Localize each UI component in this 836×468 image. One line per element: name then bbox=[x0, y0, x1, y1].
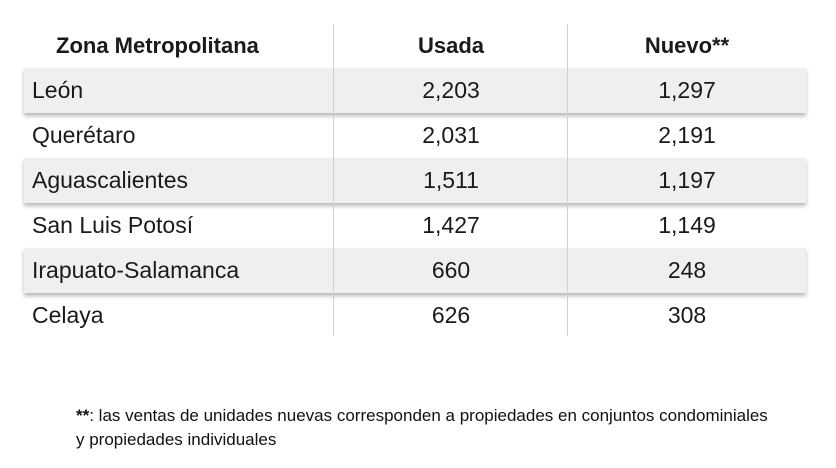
table-row: San Luis Potosí 1,427 1,149 bbox=[24, 203, 806, 248]
cell-nuevo: 1,197 bbox=[658, 167, 716, 193]
table-row: Celaya 626 308 bbox=[24, 293, 806, 338]
cell-nuevo: 1,149 bbox=[658, 212, 716, 238]
cell-nuevo: 2,191 bbox=[658, 122, 716, 148]
cell-usada: 2,031 bbox=[422, 122, 480, 148]
footnote: **: las ventas de unidades nuevas corres… bbox=[76, 404, 776, 452]
table-row: Querétaro 2,031 2,191 bbox=[24, 113, 806, 158]
table-row: León 2,203 1,297 bbox=[24, 68, 806, 113]
table-header-row: Zona Metropolitana Usada Nuevo** bbox=[24, 24, 806, 68]
table-row: Aguascalientes 1,511 1,197 bbox=[24, 158, 806, 203]
footnote-marker: ** bbox=[76, 406, 90, 425]
cell-nuevo: 248 bbox=[667, 257, 707, 283]
table-row: Irapuato-Salamanca 660 248 bbox=[24, 248, 806, 293]
cell-zona: San Luis Potosí bbox=[32, 212, 194, 238]
cell-zona: Celaya bbox=[32, 302, 104, 328]
header-nuevo: Nuevo** bbox=[644, 33, 730, 58]
column-divider bbox=[567, 24, 568, 336]
footnote-text: : las ventas de unidades nuevas correspo… bbox=[76, 406, 768, 449]
cell-usada: 2,203 bbox=[422, 77, 480, 103]
data-table: Zona Metropolitana Usada Nuevo** León 2,… bbox=[24, 24, 806, 338]
cell-usada: 660 bbox=[431, 257, 471, 283]
header-usada: Usada bbox=[417, 33, 485, 58]
cell-zona: Querétaro bbox=[32, 122, 136, 148]
cell-nuevo: 1,297 bbox=[658, 77, 716, 103]
cell-usada: 1,511 bbox=[423, 167, 479, 193]
cell-usada: 626 bbox=[431, 302, 471, 328]
cell-nuevo: 308 bbox=[667, 302, 707, 328]
cell-zona: Irapuato-Salamanca bbox=[32, 257, 240, 283]
header-zona: Zona Metropolitana bbox=[56, 33, 259, 58]
cell-zona: Aguascalientes bbox=[32, 167, 188, 193]
column-divider bbox=[333, 24, 334, 336]
cell-zona: León bbox=[32, 77, 84, 103]
cell-usada: 1,427 bbox=[422, 212, 480, 238]
